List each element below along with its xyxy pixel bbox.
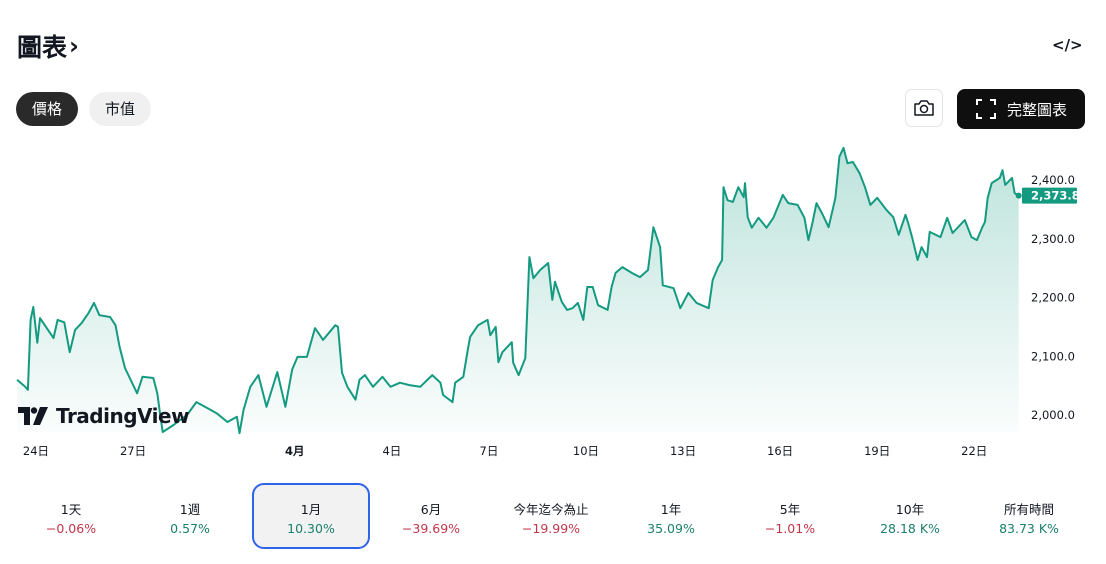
period-tab-8[interactable]: 所有時間 83.73 K% [970,483,1088,549]
period-label: 6月 [420,502,442,517]
period-change: −1.01% [764,521,816,536]
price-line [16,146,1020,435]
tradingview-logo-icon [18,407,48,425]
period-tab-2[interactable]: 1月 10.30% [252,483,370,549]
period-label: 1年 [660,502,682,517]
period-tab-1[interactable]: 1週 0.57% [131,483,249,549]
snapshot-button[interactable] [905,89,943,127]
period-label: 所有時間 [1003,502,1054,517]
chart-title-link[interactable]: 圖表 › [17,28,79,64]
period-tab-0[interactable]: 1天 −0.06% [12,483,130,549]
period-change: 10.30% [287,521,335,536]
expand-icon [975,99,996,119]
y-tick-label: 2,400.0 [1031,173,1075,187]
period-tab-4[interactable]: 今年迄今為止 −19.99% [492,483,610,549]
x-tick-label: 27日 [120,444,146,458]
period-tab-3[interactable]: 6月 −39.69% [372,483,490,549]
period-change: −39.69% [401,521,461,536]
x-tick-label: 10日 [573,444,599,458]
period-label: 1月 [300,502,322,517]
y-tick-label: 2,200.0 [1031,291,1075,305]
tab-market-cap[interactable]: 市值 [89,92,152,126]
period-change: 0.57% [170,521,210,536]
price-area-fill [17,147,1019,434]
tradingview-logo[interactable]: TradingView [18,404,190,428]
tab-price[interactable]: 價格 [16,92,79,126]
period-change: 35.09% [647,521,695,536]
camera-icon [914,100,934,116]
chevron-right-icon: › [69,32,79,60]
period-change: −0.06% [45,521,97,536]
x-tick-label: 16日 [767,444,793,458]
x-tick-label: 19日 [864,444,890,458]
last-price-tag [1022,187,1077,204]
price-chart[interactable]: 2,000.0 2,100.0 2,200.0 2,300.0 2,400.0 24日 2… [0,0,1106,470]
code-icon[interactable]: </> [1052,36,1083,54]
x-tick-label: 13日 [670,444,696,458]
period-change: 83.73 K% [999,521,1059,536]
period-tab-7[interactable]: 10年 28.18 K% [851,483,969,549]
x-tick-label: 24日 [23,444,49,458]
period-change: 28.18 K% [880,521,940,536]
x-tick-label: 4日 [382,444,401,458]
x-tick-label: 22日 [961,444,987,458]
period-tab-6[interactable]: 5年 −1.01% [731,483,849,549]
period-label: 1週 [179,502,201,517]
y-tick-label: 2,000.0 [1031,408,1075,422]
full-chart-label: 完整圖表 [1006,100,1067,119]
period-label: 1天 [60,502,82,517]
x-tick-label: 7日 [480,444,499,458]
last-price-label: 2,373.8 [1031,189,1080,203]
page-title: 圖表 [17,33,68,62]
period-selector: 1天 −0.06% 1週 0.57% 1月 10.30% 6月 −39.69% 今年迄今為止 −1… [0,483,1106,549]
last-price-dot [1015,192,1022,199]
y-tick-label: 2,100.0 [1031,349,1075,363]
period-label: 10年 [895,502,925,517]
x-tick-label: 4月 [285,444,305,458]
tradingview-logo-text: TradingView [56,404,190,428]
full-chart-button[interactable]: 完整圖表 [957,89,1085,129]
y-tick-label: 2,300.0 [1031,232,1075,246]
period-change: −19.99% [521,521,581,536]
period-tab-5[interactable]: 1年 35.09% [612,483,730,549]
period-label: 今年迄今為止 [513,502,589,517]
period-label: 5年 [779,502,801,517]
